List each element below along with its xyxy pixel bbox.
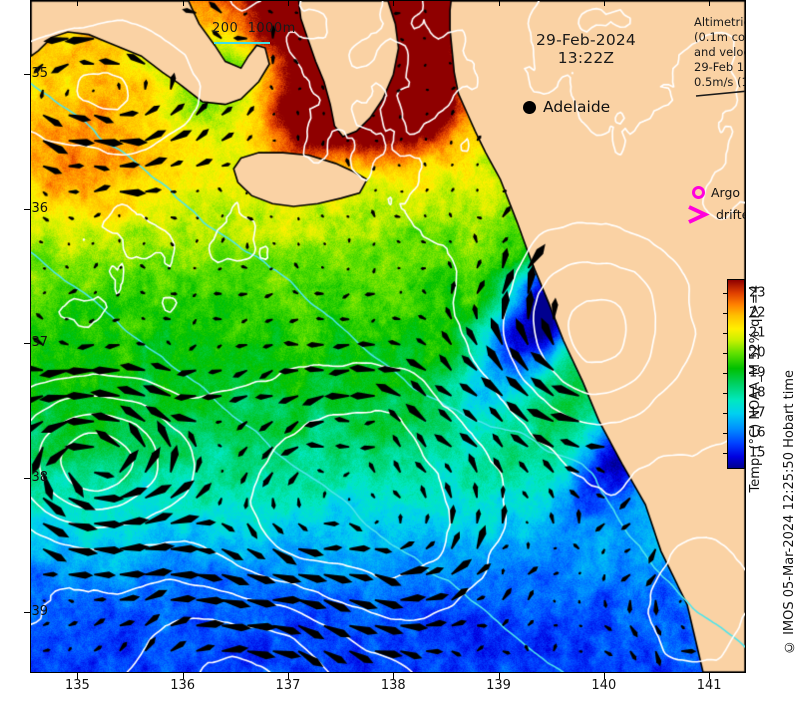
map-plot-area[interactable]: 200 1000m 29-Feb-2024 13:22Z Altimetric …: [30, 0, 746, 673]
colorbar-tick-mark: [723, 413, 727, 414]
credit-label: © IMOS 05-Mar-2024 12:25:50 Hobart time: [782, 370, 797, 655]
x-tick-mark: [182, 673, 184, 679]
colorbar: 15 16 17 18 19 20 21 22 23: [723, 279, 766, 469]
colorbar-tick-label: 16: [749, 425, 766, 441]
x-tick-mark: [393, 673, 395, 679]
drifter-chevron-icon: [688, 205, 710, 224]
colorbar-tick-mark: [723, 313, 727, 314]
colorbar-tick-mark: [723, 333, 727, 334]
y-tick-mark: [24, 343, 30, 345]
y-tick-mark: [24, 477, 30, 479]
x-tick-mark: [287, 0, 289, 6]
x-tick-label: 139: [486, 678, 511, 693]
colorbar-tick-mark: [723, 353, 727, 354]
legend-row-drifter: drifter: [686, 203, 745, 225]
legend-row-argo: Argo 0: [686, 181, 745, 203]
city-dot-icon: [523, 100, 536, 114]
colorbar-tick-label: 18: [749, 385, 766, 401]
city-marker-adelaide: Adelaide: [523, 98, 610, 116]
x-tick-label: 138: [380, 678, 406, 693]
y-tick-mark: [24, 208, 30, 210]
marker-legend: Argo 0 drifter: [686, 181, 745, 225]
y-tick-label: 38: [31, 469, 48, 485]
x-tick-label: 141: [696, 678, 722, 693]
city-label: Adelaide: [543, 98, 611, 116]
x-tick-mark: [498, 673, 500, 679]
x-tick-mark: [393, 0, 395, 6]
colorbar-tick-label: 17: [749, 405, 766, 421]
colorbar-tick-label: 23: [749, 285, 766, 301]
x-tick-mark: [498, 0, 500, 6]
argo-float-icon: [692, 185, 705, 199]
colorbar-tick-label: 19: [749, 365, 766, 381]
colorbar-tick-mark: [723, 293, 727, 294]
x-tick-label: 140: [591, 678, 617, 693]
colorbar-tick-mark: [723, 453, 727, 454]
x-tick-mark: [77, 673, 79, 679]
velocity-reference-arrow-icon: [695, 90, 745, 97]
y-tick-label: 36: [31, 200, 48, 216]
x-tick-mark: [709, 0, 711, 6]
x-tick-label: 135: [64, 678, 90, 693]
colorbar-tick-mark: [723, 393, 727, 394]
contour-and-velocity-layer: [31, 1, 745, 672]
drifter-legend-label: drifter: [716, 206, 745, 222]
x-tick-label: 137: [275, 678, 301, 693]
colorbar-tick-mark: [723, 373, 727, 374]
colorbar-tick-label: 21: [749, 325, 766, 341]
colorbar-tick-mark: [723, 433, 727, 434]
x-tick-label: 136: [170, 678, 196, 693]
x-tick-mark: [603, 0, 605, 6]
x-tick-mark: [709, 673, 711, 679]
scalebar-rule: [214, 42, 270, 44]
y-tick-mark: [24, 612, 30, 614]
colorbar-tick-label: 15: [749, 445, 766, 461]
x-tick-mark: [287, 673, 289, 679]
colorbar-tick-label: 22: [749, 305, 766, 321]
x-tick-mark: [603, 673, 605, 679]
y-tick-label: 37: [31, 335, 48, 351]
y-tick-label: 39: [31, 604, 48, 620]
colorbar-title: Temp. (°C) NOAA_M 52% ql>=4: [748, 285, 763, 493]
colorbar-tick-label: 20: [749, 345, 766, 361]
colorbar-gradient: [727, 279, 745, 469]
x-tick-mark: [77, 0, 79, 6]
y-tick-label: 35: [31, 66, 48, 82]
argo-legend-label: Argo 0: [711, 184, 745, 200]
y-tick-mark: [24, 74, 30, 76]
x-tick-mark: [182, 0, 184, 6]
